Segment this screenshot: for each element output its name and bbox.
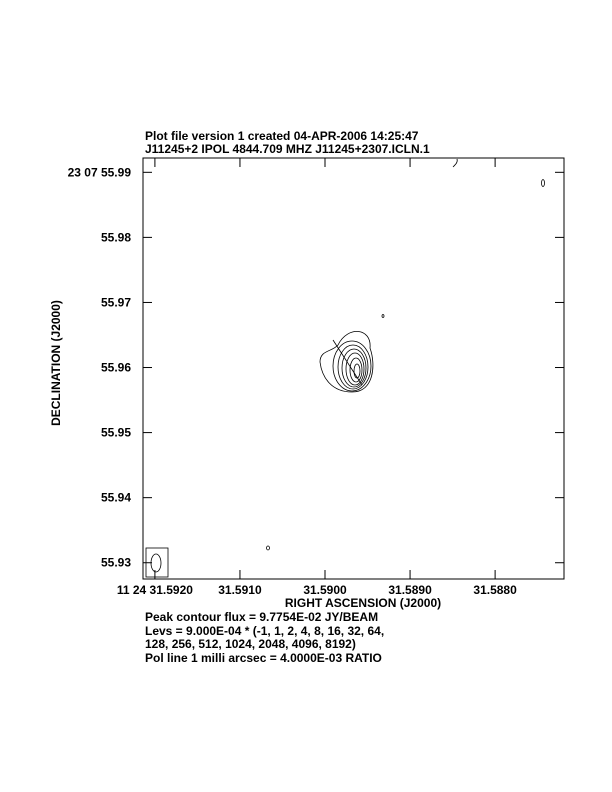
contour (266, 545, 270, 551)
pol-line (332, 339, 363, 386)
x-tick-label: 31.5900 (303, 583, 347, 597)
y-axis-label: DECLINATION (J2000) (49, 300, 63, 426)
annotation: Pol line 1 milli arcsec = 4.0000E-03 RAT… (145, 651, 382, 665)
contour (332, 340, 372, 392)
contour (381, 314, 385, 318)
x-axis-label: RIGHT ASCENSION (J2000) (285, 596, 441, 610)
x-tick-label: 31.5890 (388, 583, 432, 597)
y-tick-label: 55.96 (101, 361, 131, 375)
annotation: 128, 256, 512, 1024, 2048, 4096, 8192) (145, 637, 356, 651)
chart-title: Plot file version 1 created 04-APR-2006 … (145, 129, 419, 143)
contour (452, 158, 458, 168)
contour (337, 344, 369, 390)
contour (353, 363, 361, 379)
contours (266, 158, 545, 551)
contour (341, 348, 367, 388)
y-tick-label: 55.93 (101, 556, 131, 570)
contour (345, 352, 365, 386)
y-tick-label: 55.94 (101, 491, 131, 505)
y-tick-label: 55.95 (101, 426, 131, 440)
x-tick-label: 31.5880 (473, 583, 517, 597)
chart-subtitle: J11245+2 IPOL 4844.709 MHZ J11245+2307.I… (145, 142, 430, 156)
annotation: Peak contour flux = 9.7754E-02 JY/BEAM (145, 610, 378, 624)
x-tick-label: 31.5910 (218, 583, 262, 597)
y-tick-label: 55.98 (101, 230, 131, 244)
plot-frame (142, 157, 565, 580)
y-tick-label: 55.97 (101, 295, 131, 309)
x-tick-label: 11 24 31.5920 (117, 583, 193, 597)
contour (319, 331, 374, 393)
contour (349, 357, 363, 383)
annotation: Levs = 9.000E-04 * (-1, 1, 2, 4, 8, 16, … (145, 624, 384, 638)
contour (541, 179, 545, 187)
y-tick-label: 23 07 55.99 (68, 165, 132, 179)
